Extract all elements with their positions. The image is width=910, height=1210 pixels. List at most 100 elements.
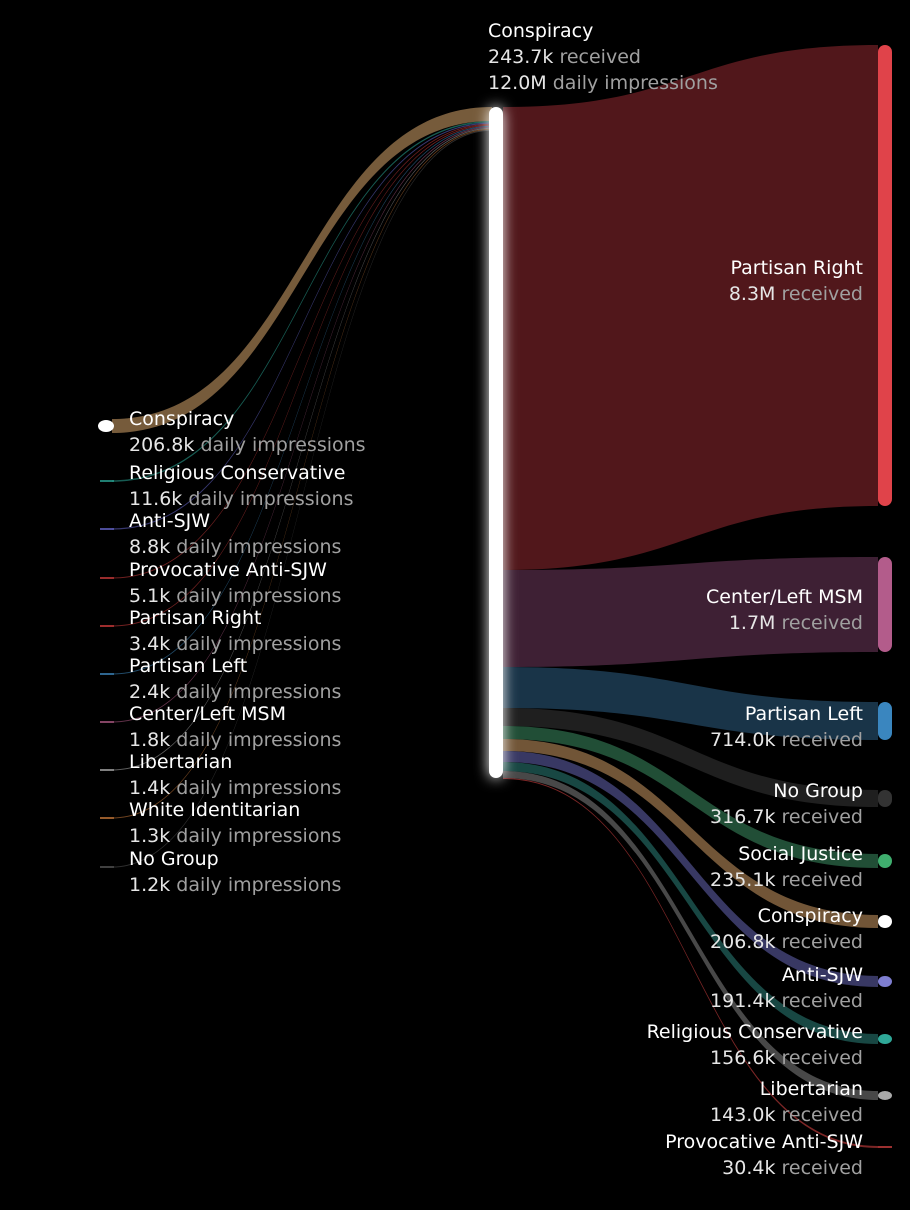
target-received: 316.7k received [710, 806, 863, 828]
target-received: 235.1k received [710, 869, 863, 891]
center-node-conspiracy[interactable] [489, 107, 503, 778]
target-name: No Group [773, 780, 863, 802]
target-received: 206.8k received [710, 931, 863, 953]
center-name: Conspiracy [488, 20, 594, 42]
source-impressions: 2.4k daily impressions [129, 681, 342, 703]
source-label[interactable]: Religious Conservative 11.6k daily impre… [129, 460, 353, 512]
source-impressions: 1.8k daily impressions [129, 729, 342, 751]
target-label[interactable]: Provocative Anti-SJW 30.4k received [665, 1129, 863, 1181]
source-node-dot[interactable] [98, 420, 114, 432]
source-name: Provocative Anti-SJW [129, 559, 327, 581]
target-name: Social Justice [738, 843, 863, 865]
source-name: Partisan Left [129, 655, 248, 677]
source-name: Conspiracy [129, 408, 235, 430]
source-impressions: 1.4k daily impressions [129, 777, 342, 799]
target-name: Libertarian [759, 1078, 863, 1100]
target-name: Conspiracy [757, 905, 863, 927]
incoming-flow[interactable] [112, 127, 492, 771]
outgoing-flow[interactable] [503, 708, 878, 807]
incoming-flows [112, 107, 492, 868]
source-impressions: 3.4k daily impressions [129, 633, 342, 655]
outgoing-flow[interactable] [503, 771, 878, 1100]
target-nodes [878, 45, 892, 1148]
target-node[interactable] [878, 1034, 892, 1044]
incoming-flow[interactable] [112, 122, 492, 530]
target-label[interactable]: Libertarian 143.0k received [710, 1076, 863, 1128]
outgoing-flow[interactable] [503, 778, 878, 1148]
target-received: 191.4k received [710, 990, 863, 1012]
source-name: Partisan Right [129, 607, 262, 629]
target-node[interactable] [878, 854, 892, 868]
incoming-flow[interactable] [112, 126, 492, 723]
center-impressions: 12.0M daily impressions [488, 72, 718, 94]
target-node[interactable] [878, 702, 892, 740]
source-impressions: 8.8k daily impressions [129, 536, 342, 558]
target-name: Provocative Anti-SJW [665, 1131, 863, 1153]
center-node-label: Conspiracy 243.7k received 12.0M daily i… [488, 18, 718, 96]
source-nodes [98, 420, 114, 868]
target-node[interactable] [878, 976, 892, 987]
target-node[interactable] [878, 557, 892, 652]
target-name: Religious Conservative [646, 1021, 863, 1043]
incoming-flow[interactable] [112, 123, 492, 579]
target-node[interactable] [878, 790, 892, 807]
target-node[interactable] [878, 45, 892, 506]
outgoing-flow[interactable] [503, 557, 878, 667]
source-impressions: 1.2k daily impressions [129, 874, 342, 896]
target-label[interactable]: Religious Conservative 156.6k received [647, 1019, 863, 1071]
source-label[interactable]: No Group 1.2k daily impressions [129, 846, 341, 898]
target-name: Partisan Right [730, 257, 863, 279]
source-label[interactable]: Conspiracy 206.8k daily impressions [129, 406, 366, 458]
target-label[interactable]: Partisan Left 714.0k received [710, 701, 863, 753]
source-label[interactable]: Libertarian 1.4k daily impressions [129, 749, 341, 801]
outgoing-flow[interactable] [503, 667, 878, 740]
target-received: 1.7M received [728, 612, 863, 634]
source-name: No Group [129, 848, 219, 870]
incoming-flow[interactable] [112, 129, 492, 868]
target-label[interactable]: Conspiracy 206.8k received [710, 903, 863, 955]
source-impressions: 1.3k daily impressions [129, 825, 342, 847]
target-name: Anti-SJW [781, 964, 863, 986]
incoming-flow[interactable] [112, 124, 492, 627]
outgoing-flow[interactable] [503, 45, 878, 570]
source-impressions: 5.1k daily impressions [129, 585, 342, 607]
source-name: White Identitarian [129, 799, 301, 821]
source-label[interactable]: Center/Left MSM 1.8k daily impressions [129, 701, 341, 753]
outgoing-flows [503, 45, 878, 1148]
target-received: 30.4k received [722, 1157, 863, 1179]
target-name: Center/Left MSM [706, 586, 863, 608]
incoming-flow[interactable] [112, 107, 492, 433]
source-name: Libertarian [129, 751, 233, 773]
target-node[interactable] [878, 915, 892, 928]
target-label[interactable]: Center/Left MSM 1.7M received [706, 584, 863, 636]
target-label[interactable]: Partisan Right 8.3M received [729, 255, 863, 307]
target-received: 156.6k received [710, 1047, 863, 1069]
source-label[interactable]: Provocative Anti-SJW 5.1k daily impressi… [129, 557, 341, 609]
source-impressions: 11.6k daily impressions [129, 488, 354, 510]
target-received: 143.0k received [710, 1104, 863, 1126]
outgoing-flow[interactable] [503, 751, 878, 987]
source-name: Religious Conservative [129, 462, 346, 484]
source-impressions: 206.8k daily impressions [129, 434, 366, 456]
target-label[interactable]: No Group 316.7k received [710, 778, 863, 830]
center-received: 243.7k received [488, 46, 641, 68]
incoming-flow[interactable] [112, 128, 492, 819]
target-name: Partisan Left [744, 703, 863, 725]
source-label[interactable]: White Identitarian 1.3k daily impression… [129, 797, 341, 849]
outgoing-flow[interactable] [503, 739, 878, 928]
source-label[interactable]: Partisan Right 3.4k daily impressions [129, 605, 341, 657]
source-name: Anti-SJW [129, 510, 211, 532]
source-label[interactable]: Partisan Left 2.4k daily impressions [129, 653, 341, 705]
source-name: Center/Left MSM [129, 703, 286, 725]
target-received: 714.0k received [710, 729, 863, 751]
target-label[interactable]: Anti-SJW 191.4k received [710, 962, 863, 1014]
outgoing-flow[interactable] [503, 762, 878, 1044]
target-node[interactable] [878, 1091, 892, 1100]
incoming-flow[interactable] [112, 125, 492, 675]
source-label[interactable]: Anti-SJW 8.8k daily impressions [129, 508, 341, 560]
outgoing-flow[interactable] [503, 726, 878, 868]
target-label[interactable]: Social Justice 235.1k received [710, 841, 863, 893]
target-received: 8.3M received [728, 283, 863, 305]
incoming-flow[interactable] [112, 121, 492, 482]
